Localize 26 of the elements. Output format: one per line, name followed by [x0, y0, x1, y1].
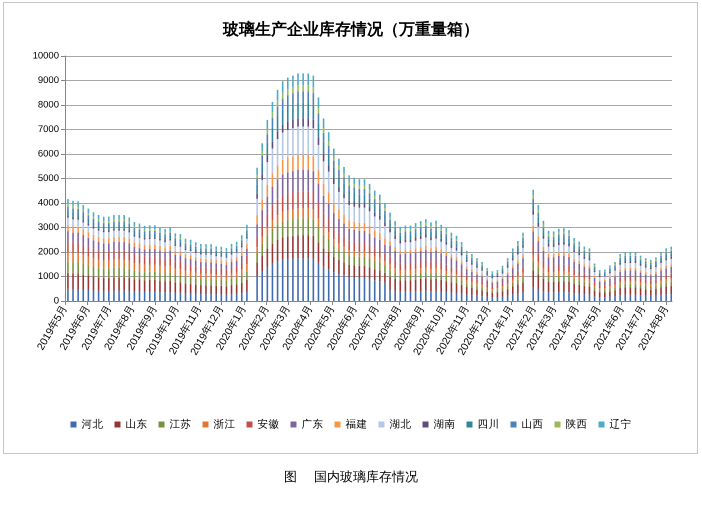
legend-label: 河北 [82, 418, 104, 430]
y-tick-label: 6000 [38, 148, 59, 160]
y-tick-label: 3000 [38, 222, 59, 233]
y-tick-label: 8000 [38, 100, 59, 110]
y-tick-label: 5000 [38, 173, 59, 184]
legend-label: 安徽 [258, 418, 280, 430]
y-tick-label: 10000 [32, 50, 59, 62]
legend-label: 江苏 [170, 418, 192, 430]
y-tick-label: 2000 [38, 246, 59, 258]
y-tick-label: 9000 [38, 75, 59, 86]
legend-label: 湖北 [390, 418, 412, 430]
y-tick-label: 0 [54, 296, 59, 306]
legend-label: 四川 [478, 418, 500, 430]
legend-label: 广东 [302, 418, 324, 430]
y-tick-label: 1000 [38, 271, 59, 282]
legend-label: 辽宁 [610, 418, 632, 430]
legend-label: 山东 [126, 418, 148, 430]
legend-label: 湖南 [434, 418, 456, 430]
y-tick-label: 7000 [38, 124, 59, 135]
y-tick-label: 4000 [38, 198, 59, 208]
legend-label: 浙江 [214, 418, 236, 430]
chart-title: 玻璃生产企业库存情况（万重量箱） [222, 20, 479, 38]
legend-label: 福建 [346, 418, 368, 430]
legend-label: 陕西 [566, 418, 588, 430]
text: 图 国内玻璃库存情况 [283, 469, 419, 487]
legend-label: 山西 [522, 418, 544, 430]
